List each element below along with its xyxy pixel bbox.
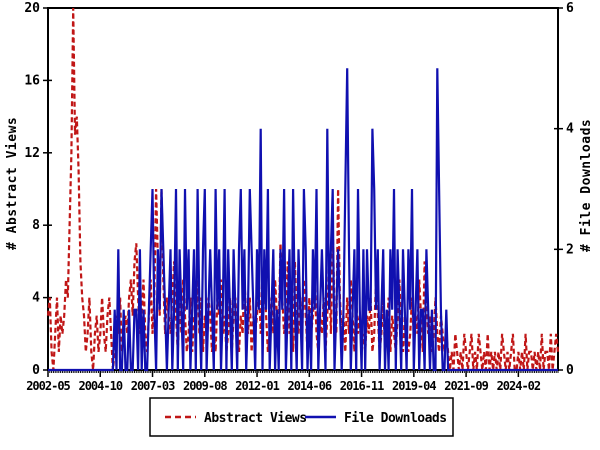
x-tick-label: 2004-10 [78, 379, 122, 393]
legend-box [149, 397, 454, 437]
y-left-tick-label: 12 [24, 146, 40, 161]
y-right-tick-label: 6 [566, 1, 574, 16]
left-axis-title: # Abstract Views [5, 117, 20, 250]
y-right-tick-label: 0 [566, 363, 574, 378]
y-right-tick-label: 4 [566, 122, 574, 137]
x-tick-label: 2007-03 [131, 379, 175, 393]
plot-area: 2002-05 2004-10 2007-03 2009-08 2012-01 2014-… [24, 1, 574, 393]
x-tick-label: 2019-04 [392, 379, 436, 393]
right-axis-title: # File Downloads [579, 119, 594, 252]
y-left-tick-label: 0 [32, 363, 40, 378]
legend: Abstract Views File Downloads [149, 397, 454, 437]
x-tick-label: 2024-02 [497, 379, 541, 393]
y-left-tick-label: 8 [32, 218, 40, 233]
y-left-tick-label: 16 [24, 73, 40, 88]
legend-label-abstract-views: Abstract Views [204, 411, 307, 426]
y-left-tick-label: 20 [24, 1, 40, 16]
y-right-tick-label: 2 [566, 242, 574, 257]
x-tick-label: 2014-06 [288, 379, 332, 393]
x-tick-label: 2021-09 [444, 379, 488, 393]
x-tick-label: 2009-08 [183, 379, 227, 393]
x-tick-label: 2016-11 [340, 379, 384, 393]
y-left-tick-label: 4 [32, 291, 40, 306]
x-tick-label: 2012-01 [235, 379, 279, 393]
file-downloads-line [48, 68, 558, 372]
legend-label-file-downloads: File Downloads [344, 411, 447, 426]
x-tick-label: 2002-05 [26, 379, 70, 393]
